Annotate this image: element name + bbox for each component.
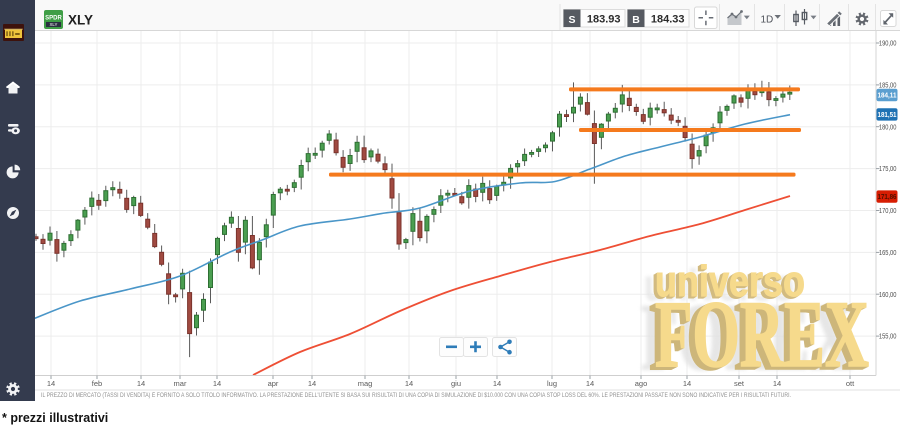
svg-text:B: B (632, 14, 640, 26)
svg-text:giu: giu (451, 379, 461, 388)
svg-text:14: 14 (683, 379, 691, 388)
svg-text:universo: universo (652, 259, 802, 308)
svg-text:FOREX: FOREX (651, 283, 865, 389)
svg-text:14: 14 (773, 379, 781, 388)
svg-text:mar: mar (174, 379, 187, 388)
svg-text:14: 14 (586, 379, 594, 388)
svg-text:155,00: 155,00 (879, 332, 897, 341)
svg-text:14: 14 (47, 379, 55, 388)
svg-text:universo: universo (655, 257, 805, 306)
svg-text:universo: universo (653, 259, 803, 308)
svg-text:14: 14 (405, 379, 413, 388)
svg-text:14: 14 (213, 379, 221, 388)
svg-text:FOREX: FOREX (652, 283, 866, 389)
svg-text:FOREX: FOREX (650, 284, 864, 390)
svg-text:mag: mag (358, 379, 373, 388)
svg-text:160,00: 160,00 (879, 290, 897, 299)
svg-text:set: set (734, 379, 745, 388)
svg-text:175,00: 175,00 (879, 164, 897, 173)
svg-text:FOREX: FOREX (641, 284, 853, 390)
svg-text:S: S (568, 14, 575, 26)
svg-text:165,00: 165,00 (879, 248, 897, 257)
svg-text:FOREX: FOREX (654, 282, 868, 388)
svg-text:FOREX: FOREX (649, 284, 863, 390)
svg-text:183.93: 183.93 (587, 13, 621, 25)
svg-text:FOREX: FOREX (653, 282, 867, 388)
svg-text:universo: universo (653, 258, 803, 307)
svg-text:184,11: 184,11 (878, 91, 897, 100)
svg-text:1D: 1D (761, 15, 774, 26)
svg-text:lug: lug (547, 379, 557, 388)
svg-text:14: 14 (137, 379, 145, 388)
svg-text:14: 14 (493, 379, 501, 388)
svg-text:ott: ott (846, 379, 855, 388)
svg-text:181,51: 181,51 (878, 110, 897, 119)
svg-text:190,00: 190,00 (879, 39, 897, 48)
svg-text:SPDR: SPDR (45, 16, 62, 22)
svg-text:universo: universo (654, 258, 804, 307)
svg-text:feb: feb (92, 379, 102, 388)
svg-text:ago: ago (635, 379, 648, 388)
svg-text:14: 14 (308, 379, 316, 388)
svg-text:apr: apr (268, 379, 279, 388)
svg-text:185,00: 185,00 (879, 81, 897, 90)
svg-text:XLY: XLY (68, 13, 93, 28)
svg-text:184.33: 184.33 (651, 13, 685, 25)
svg-text:180,00: 180,00 (879, 122, 897, 131)
svg-text:170,00: 170,00 (879, 206, 897, 215)
svg-text:FOREX: FOREX (655, 281, 869, 387)
svg-text:universo: universo (644, 261, 794, 310)
svg-text:171,86: 171,86 (878, 192, 897, 201)
svg-text:XLY: XLY (50, 22, 58, 27)
